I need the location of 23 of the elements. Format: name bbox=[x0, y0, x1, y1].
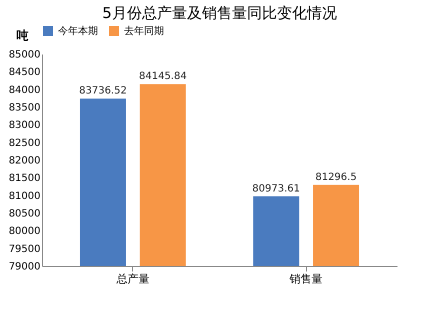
data-label: 84145.84 bbox=[138, 71, 187, 82]
legend-label: 今年本期 bbox=[58, 25, 98, 37]
x-tick-label: 总产量 bbox=[115, 272, 150, 286]
y-tick-label: 83500 bbox=[8, 102, 40, 114]
y-tick-label: 79500 bbox=[8, 244, 40, 255]
y-tick-label: 85000 bbox=[8, 50, 40, 60]
data-label: 83736.52 bbox=[79, 86, 127, 97]
y-tick-label: 80500 bbox=[8, 208, 40, 220]
data-label: 80973.61 bbox=[252, 183, 300, 194]
y-tick-label: 83000 bbox=[8, 120, 40, 132]
y-tick-label: 82000 bbox=[8, 156, 40, 166]
y-axis-title: 吨 bbox=[16, 28, 28, 42]
y-tick-label: 81500 bbox=[8, 173, 40, 184]
y-tick-label: 84000 bbox=[8, 84, 40, 96]
y-tick-label: 79000 bbox=[8, 262, 40, 272]
chart-title: 5月份总产量及销售量同比变化情况 bbox=[102, 4, 337, 22]
y-tick-label: 80000 bbox=[8, 226, 40, 238]
y-tick-label: 84500 bbox=[8, 67, 40, 78]
y-tick-label: 81000 bbox=[8, 190, 40, 202]
x-tick-label: 销售量 bbox=[288, 272, 323, 286]
y-tick-label: 82500 bbox=[8, 138, 40, 149]
legend-label: 去年同期 bbox=[124, 25, 164, 37]
data-label: 81296.5 bbox=[315, 172, 357, 183]
